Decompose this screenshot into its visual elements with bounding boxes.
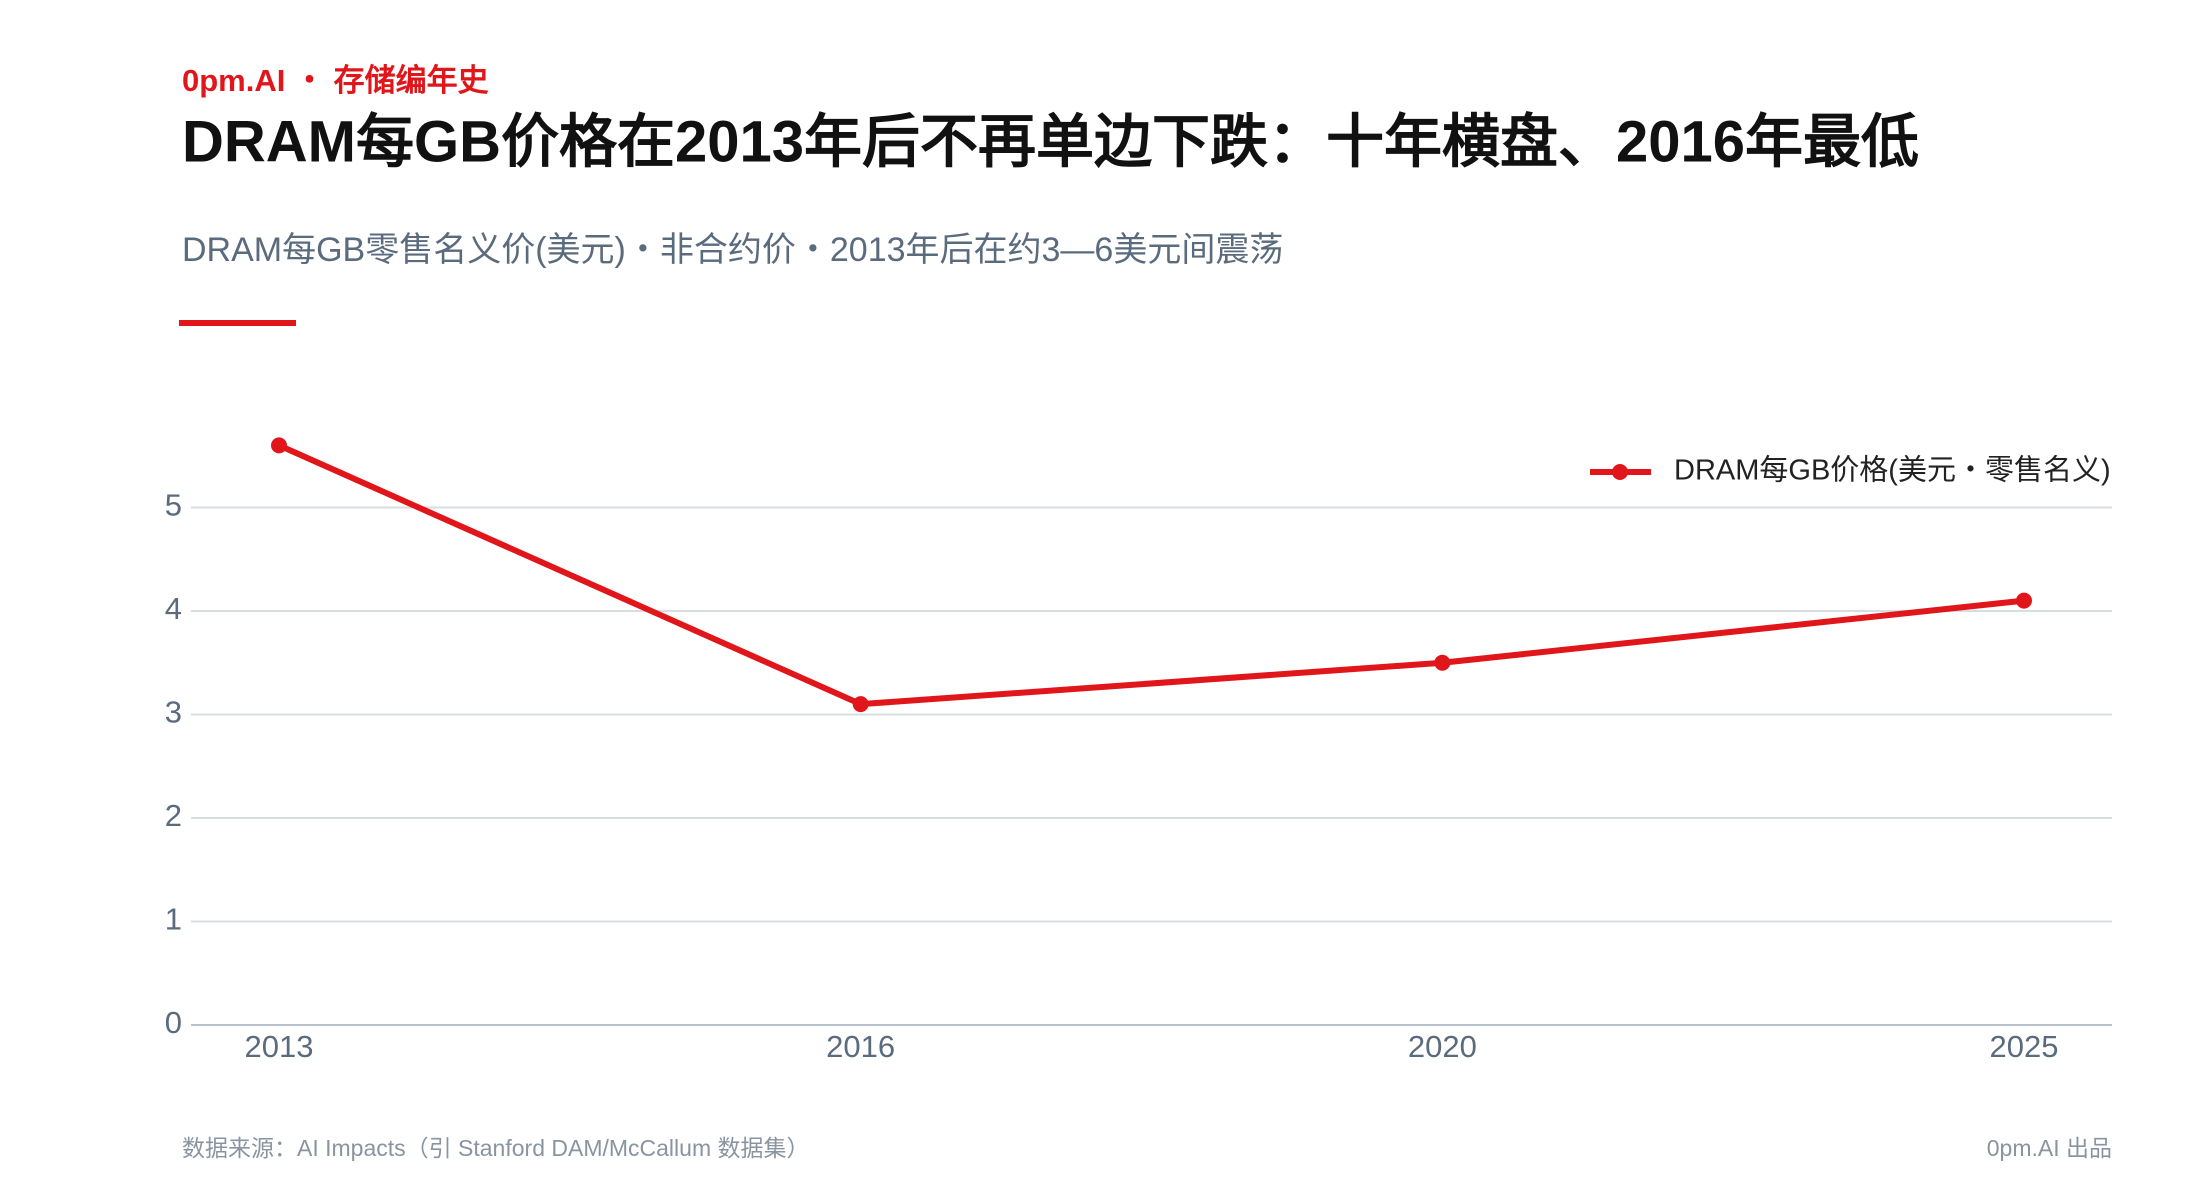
legend-label: DRAM每GB价格(美元・零售名义) <box>1674 454 2111 487</box>
chart-title: DRAM每GB价格在2013年后不再单边下跌：十年横盘、2016年最低 <box>182 109 1919 174</box>
x-tick-label: 2013 <box>245 1029 314 1064</box>
data-point <box>1434 654 1451 671</box>
y-tick-label: 0 <box>165 1005 182 1040</box>
data-point <box>2016 592 2032 609</box>
chart-subtitle: DRAM每GB零售名义价(美元)・非合约价・2013年后在约3—6美元间震荡 <box>182 231 1283 269</box>
x-tick-label: 2020 <box>1408 1029 1477 1064</box>
accent-bar <box>179 320 296 326</box>
x-tick-label: 2025 <box>1990 1029 2059 1064</box>
y-tick-label: 3 <box>165 695 182 730</box>
data-line <box>277 442 2025 708</box>
y-tick-label: 5 <box>165 488 182 523</box>
legend-marker <box>1612 464 1628 480</box>
source: 数据来源：AI Impacts（引 Stanford DAM/McCallum … <box>182 1135 810 1161</box>
credit: 0pm.AI 出品 <box>1987 1135 2112 1161</box>
data-point <box>271 437 287 454</box>
brand: 0pm.AI ・ 存储编年史 <box>182 63 489 98</box>
y-tick-label: 2 <box>165 798 182 833</box>
y-tick-label: 4 <box>165 591 182 626</box>
data-point <box>852 696 869 713</box>
x-tick-label: 2016 <box>826 1029 895 1064</box>
y-tick-label: 1 <box>165 902 182 937</box>
